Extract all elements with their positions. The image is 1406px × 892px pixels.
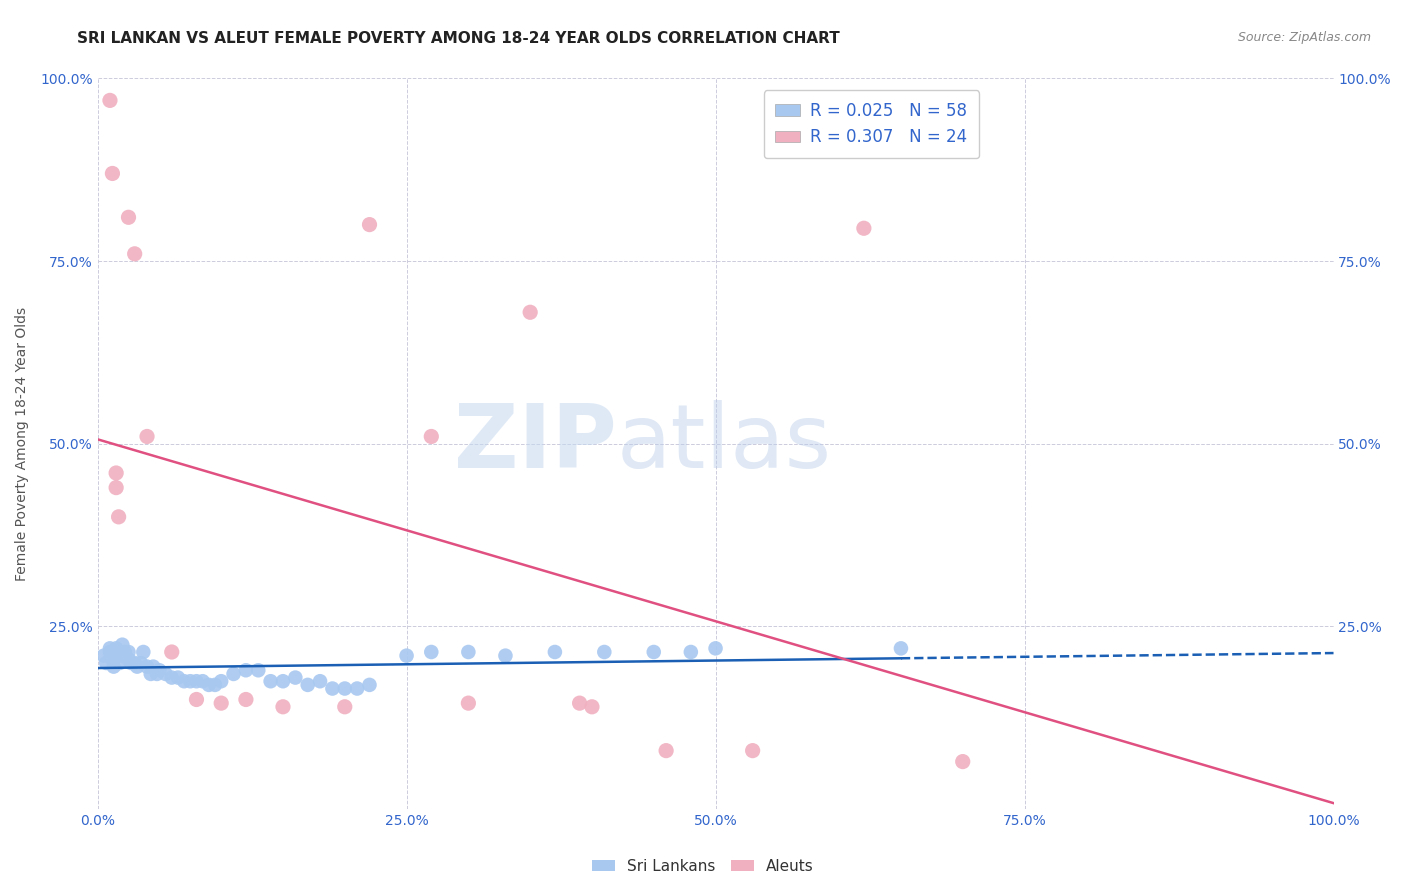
Point xyxy=(952,755,974,769)
Point xyxy=(247,663,270,677)
Point xyxy=(209,696,232,710)
Point xyxy=(271,674,294,689)
Point xyxy=(333,681,356,696)
Point xyxy=(129,656,152,670)
Point xyxy=(173,674,195,689)
Point xyxy=(114,648,136,663)
Point xyxy=(93,648,115,663)
Point xyxy=(127,659,149,673)
Point xyxy=(136,429,159,443)
Point xyxy=(132,645,155,659)
Point xyxy=(519,305,541,319)
Point xyxy=(741,744,763,758)
Point xyxy=(346,681,368,696)
Point xyxy=(139,667,162,681)
Legend: R = 0.025   N = 58, R = 0.307   N = 24: R = 0.025 N = 58, R = 0.307 N = 24 xyxy=(763,90,979,158)
Point xyxy=(124,656,146,670)
Point xyxy=(98,645,121,659)
Point xyxy=(103,659,125,673)
Point xyxy=(120,656,142,670)
Text: ZIP: ZIP xyxy=(454,401,617,487)
Point xyxy=(704,641,727,656)
Point xyxy=(101,652,124,666)
Text: Source: ZipAtlas.com: Source: ZipAtlas.com xyxy=(1237,31,1371,45)
Point xyxy=(111,648,134,663)
Point xyxy=(568,696,591,710)
Point xyxy=(107,645,129,659)
Point xyxy=(198,678,221,692)
Point xyxy=(101,166,124,180)
Y-axis label: Female Poverty Among 18-24 Year Olds: Female Poverty Among 18-24 Year Olds xyxy=(15,307,30,581)
Point xyxy=(117,652,139,666)
Point xyxy=(105,466,128,480)
Point xyxy=(160,645,183,659)
Point xyxy=(117,645,139,659)
Point xyxy=(222,667,245,681)
Point xyxy=(581,699,603,714)
Point xyxy=(420,645,443,659)
Point xyxy=(852,221,875,235)
Point xyxy=(297,678,319,692)
Point xyxy=(655,744,678,758)
Text: SRI LANKAN VS ALEUT FEMALE POVERTY AMONG 18-24 YEAR OLDS CORRELATION CHART: SRI LANKAN VS ALEUT FEMALE POVERTY AMONG… xyxy=(77,31,839,46)
Point xyxy=(679,645,702,659)
Point xyxy=(235,692,257,706)
Point xyxy=(420,429,443,443)
Point xyxy=(155,667,177,681)
Point xyxy=(186,674,208,689)
Point xyxy=(124,247,146,261)
Point xyxy=(544,645,567,659)
Point xyxy=(186,692,208,706)
Point xyxy=(395,648,418,663)
Point xyxy=(284,671,307,685)
Point xyxy=(271,699,294,714)
Point xyxy=(359,678,381,692)
Point xyxy=(105,641,128,656)
Point xyxy=(108,656,131,670)
Point xyxy=(359,218,381,232)
Point xyxy=(235,663,257,677)
Point xyxy=(593,645,616,659)
Point xyxy=(98,641,121,656)
Point xyxy=(191,674,214,689)
Point xyxy=(146,667,169,681)
Point xyxy=(142,659,165,673)
Point xyxy=(136,659,159,673)
Point xyxy=(167,671,190,685)
Point xyxy=(457,696,479,710)
Text: atlas: atlas xyxy=(617,401,832,487)
Point xyxy=(105,645,128,659)
Point xyxy=(105,481,128,495)
Point xyxy=(457,645,479,659)
Point xyxy=(148,663,170,677)
Point xyxy=(107,509,129,524)
Point xyxy=(333,699,356,714)
Point xyxy=(494,648,516,663)
Point xyxy=(321,681,343,696)
Point xyxy=(259,674,281,689)
Point xyxy=(204,678,226,692)
Point xyxy=(179,674,201,689)
Point xyxy=(111,638,134,652)
Legend: Sri Lankans, Aleuts: Sri Lankans, Aleuts xyxy=(586,853,820,880)
Point xyxy=(98,94,121,108)
Point xyxy=(160,671,183,685)
Point xyxy=(209,674,232,689)
Point xyxy=(890,641,912,656)
Point xyxy=(643,645,665,659)
Point xyxy=(117,211,139,225)
Point xyxy=(309,674,332,689)
Point xyxy=(96,656,118,670)
Point xyxy=(114,645,136,659)
